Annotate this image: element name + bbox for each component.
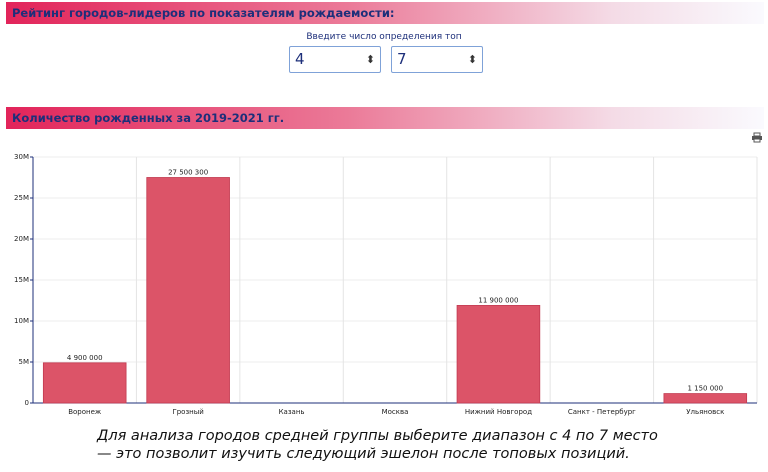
x-tick-label: Грозный bbox=[172, 408, 203, 416]
bar bbox=[663, 393, 748, 404]
caption-line: — это позволит изучить следующий эшелон … bbox=[97, 446, 630, 462]
bar bbox=[146, 177, 230, 404]
select-from[interactable]: 4 bbox=[289, 46, 381, 73]
header-title: Рейтинг городов-лидеров по показателям р… bbox=[6, 2, 764, 24]
bar bbox=[456, 305, 541, 404]
value-label: 11 900 000 bbox=[478, 296, 518, 304]
y-tick-label: 30M bbox=[14, 153, 29, 161]
value-label: 1 150 000 bbox=[687, 385, 723, 393]
y-tick-label: 20M bbox=[14, 235, 29, 243]
x-tick-label: Нижний Новгород bbox=[465, 408, 532, 416]
x-tick-label: Ульяновск bbox=[686, 408, 724, 416]
y-tick-label: 10M bbox=[14, 317, 29, 325]
chart-title: Количество рожденных за 2019-2021 гг. bbox=[6, 107, 764, 129]
y-tick-label: 15M bbox=[14, 276, 29, 284]
controls-label: Введите число определения топ bbox=[306, 32, 462, 42]
y-tick-label: 25M bbox=[14, 194, 29, 202]
print-icon[interactable] bbox=[752, 132, 762, 143]
value-label: 4 900 000 bbox=[67, 354, 103, 362]
select-to[interactable]: 7 bbox=[391, 46, 483, 73]
caption-line: Для анализа городов средней группы выбер… bbox=[97, 428, 658, 444]
y-tick-label: 0 bbox=[25, 399, 29, 407]
bar bbox=[42, 362, 127, 404]
x-tick-label: Санкт - Петербург bbox=[568, 408, 636, 416]
x-tick-label: Воронеж bbox=[68, 408, 102, 416]
value-label: 27 500 300 bbox=[168, 168, 208, 176]
x-tick-label: Москва bbox=[382, 408, 409, 416]
chart: 0 5M 10M 15M 20M 25M 30M Воронеж 4 900 000 Грозны… bbox=[14, 132, 762, 416]
x-tick-label: Казань bbox=[279, 408, 305, 416]
y-tick-label: 5M bbox=[19, 358, 30, 366]
